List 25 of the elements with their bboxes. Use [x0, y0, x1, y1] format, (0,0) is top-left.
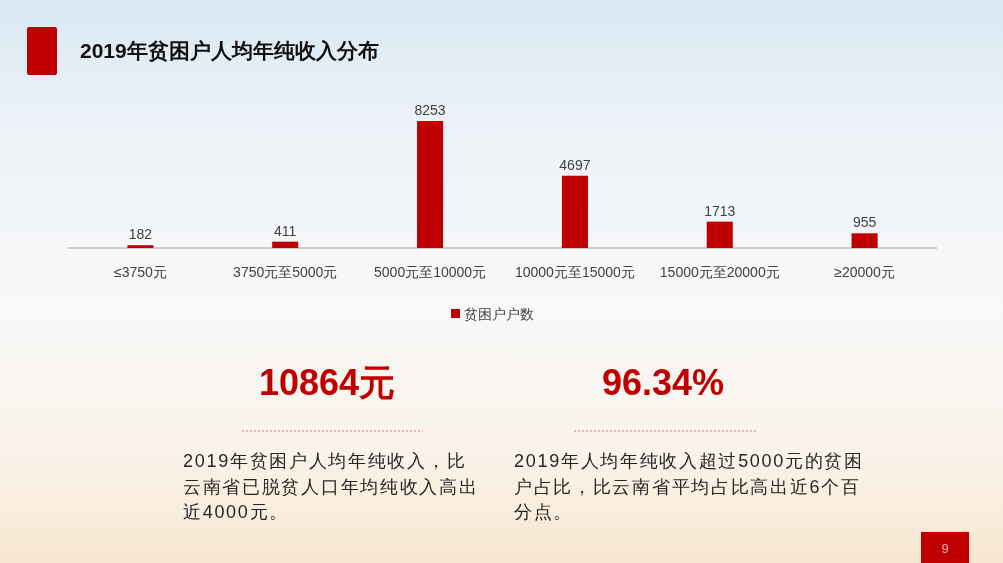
- data-label: 182: [128, 226, 153, 243]
- bar: [706, 221, 733, 248]
- bar: [272, 241, 299, 248]
- data-label: 1713: [704, 202, 736, 219]
- x-tick-label: ≥20000元: [834, 264, 895, 280]
- x-tick-label: ≤3750元: [114, 264, 167, 280]
- text: 2019年人均年纯收入超过5000元的贫困户占比，比云南省平均占比高出近6个百分点。: [514, 450, 865, 524]
- x-tick-label: 5000元至10000元: [374, 264, 487, 280]
- text: 10864元: [258, 362, 396, 403]
- text: 9: [941, 541, 949, 556]
- bar: [851, 233, 878, 248]
- legend-label: 贫困户户数: [464, 306, 534, 322]
- data-label: 8253: [414, 102, 446, 118]
- x-tick-label: 15000元至20000元: [659, 264, 780, 280]
- text: 2019年贫困户人均年纯收入，比云南省已脱贫人口年均纯收入高出近4000元。: [183, 450, 480, 524]
- bar: [417, 121, 444, 248]
- chart-title: 2019年贫困户人均年纯收入分布: [80, 39, 379, 63]
- data-label: 4697: [559, 156, 591, 173]
- data-label: 955: [852, 214, 877, 231]
- bar: [561, 175, 588, 248]
- x-tick-label: 10000元至15000元: [514, 264, 635, 280]
- text: 96.34%: [601, 362, 725, 403]
- x-tick-label: 3750元至5000元: [233, 264, 338, 280]
- data-label: 411: [274, 222, 297, 239]
- bar: [127, 245, 154, 248]
